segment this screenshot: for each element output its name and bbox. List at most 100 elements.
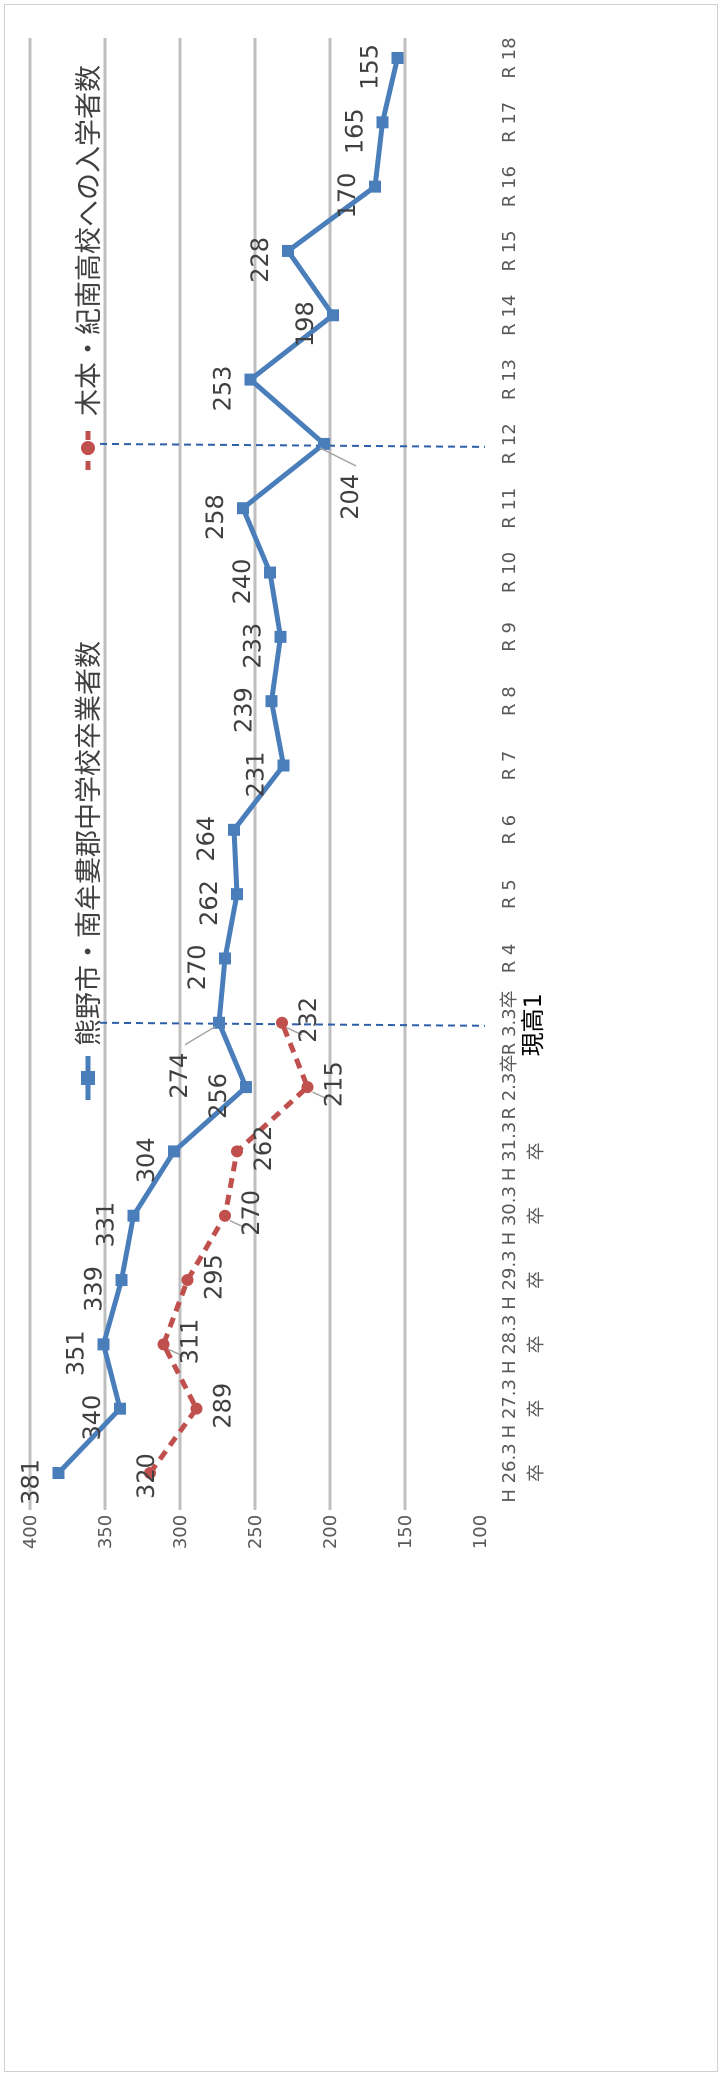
data-label-series-2: 320 <box>132 1453 160 1499</box>
x-tick-label-line: R 5 <box>499 879 520 909</box>
series-1-point <box>376 116 389 129</box>
x-tick-label: H 29.3 卒 <box>499 1250 547 1309</box>
x-tick-label-line: R 16 <box>499 166 520 207</box>
y-tick-label: 200 <box>320 1515 341 1549</box>
series-2-point <box>181 1274 194 1287</box>
series-1-point <box>369 180 381 193</box>
x-tick-label: R 14 <box>499 295 520 336</box>
x-tick-label: R 13 <box>499 359 520 400</box>
series-line-1 <box>56 57 400 1475</box>
x-tick-label-line: 卒 <box>526 1142 547 1160</box>
series-line-2 <box>147 1021 310 1475</box>
series-1-point <box>231 888 243 901</box>
data-label-series-1: 228 <box>246 237 274 283</box>
x-tick-label: H 31.3 卒 <box>499 1122 547 1181</box>
leader-line <box>168 1348 184 1358</box>
series-1-point <box>264 566 276 579</box>
x-tick-label: R 4 <box>499 944 520 974</box>
x-tick-label: R 18 <box>499 37 520 78</box>
data-label-series-1: 381 <box>17 1459 45 1505</box>
x-tick-label-line: R 11 <box>499 488 520 529</box>
data-label-series-1: 339 <box>80 1266 108 1312</box>
series-1-point <box>115 1274 128 1287</box>
x-tick-label-line: R 13 <box>499 359 520 400</box>
series-1-point <box>237 502 249 515</box>
x-tick-label: R 9 <box>499 622 520 652</box>
x-tick-label-line: H 28.3 <box>499 1315 520 1374</box>
x-tick-label-line: R 18 <box>499 37 520 78</box>
y-tick-label: 100 <box>470 1515 491 1549</box>
series-1-point <box>274 630 287 643</box>
x-tick-label: H 26.3 卒 <box>499 1443 547 1502</box>
data-label-series-1: 258 <box>201 494 229 540</box>
x-tick-label: R 17 <box>499 102 520 143</box>
legend: 熊野市・南牟婁郡中学校卒業者数 木本・紀南高校への入学者数 <box>74 65 105 1100</box>
series-2-point <box>276 1016 288 1029</box>
x-tick-label: R 12 <box>499 423 520 464</box>
data-label-series-1: 256 <box>204 1073 232 1119</box>
x-tick-label-line: R 14 <box>499 295 520 336</box>
series-1-point <box>327 309 339 322</box>
leader-line <box>319 447 357 467</box>
series-1-point <box>228 823 240 836</box>
series-1-point <box>318 437 330 450</box>
data-label-series-1: 233 <box>239 623 267 669</box>
x-tick-label-line: R 4 <box>499 944 520 974</box>
x-tick-label-line: 卒 <box>526 1207 547 1225</box>
series-2-point <box>219 1209 231 1222</box>
x-tick-label: R 5 <box>499 879 520 909</box>
vertical-marker-line <box>99 442 486 448</box>
x-tick-label: R 8 <box>499 686 520 716</box>
x-tick-label-line: 卒 <box>526 1335 547 1353</box>
x-tick-label-line: R 15 <box>499 230 520 271</box>
series-1-point <box>277 759 290 772</box>
data-label-series-1: 340 <box>78 1395 106 1441</box>
data-label-series-2: 232 <box>294 997 322 1043</box>
x-tick-label-line: R 9 <box>499 622 520 652</box>
x-tick-label-line: 卒 <box>526 1271 547 1289</box>
x-axis-ticks: H 26.3 卒H 27.3 卒H 28.3 卒H 29.3 卒H 30.3 卒H 31.… <box>499 37 547 1502</box>
x-tick-label: R 7 <box>499 751 520 781</box>
data-label-series-1: 331 <box>92 1202 120 1248</box>
series-1-point <box>52 1467 65 1479</box>
gridlines <box>28 38 407 1510</box>
data-label-series-2: 270 <box>237 1190 265 1236</box>
data-label-series-1: 262 <box>195 880 223 926</box>
x-tick-label: H 27.3 卒 <box>499 1379 547 1438</box>
data-label-series-2: 295 <box>200 1254 228 1300</box>
data-label-series-1: 165 <box>341 108 369 154</box>
y-tick-label: 250 <box>245 1515 266 1549</box>
data-label-series-2: 215 <box>320 1061 348 1107</box>
x-tick-label-line: H 26.3 <box>499 1443 520 1502</box>
vertical-marker-line <box>99 1021 486 1027</box>
x-tick-label: R 3.3卒 <box>499 990 520 1055</box>
leader-line <box>229 1220 246 1229</box>
series-2-point <box>190 1402 203 1415</box>
series-1-point <box>244 373 257 386</box>
series-1-point <box>265 695 278 708</box>
data-label-series-1: 239 <box>230 687 258 733</box>
x-tick-label: R 6 <box>499 815 520 845</box>
x-tick-label-line: H 27.3 <box>499 1379 520 1438</box>
leader-line <box>184 1026 216 1046</box>
data-label-series-1: 204 <box>336 474 364 520</box>
x-tick-label: H 30.3 卒 <box>499 1186 547 1245</box>
leader-line <box>286 1027 303 1036</box>
data-label-series-2: 262 <box>249 1126 277 1172</box>
data-label-series-1: 351 <box>62 1330 90 1376</box>
x-tick-label-line: R 12 <box>499 423 520 464</box>
series-2-point <box>157 1338 170 1351</box>
series-1-point <box>127 1209 140 1222</box>
series-1-point <box>213 1016 225 1029</box>
x-tick-label: R 10 <box>499 552 520 593</box>
x-tick-label-line: R 3.3卒 <box>499 990 520 1055</box>
legend-entry-1: 熊野市・南牟婁郡中学校卒業者数 <box>74 641 105 1046</box>
data-label-series-1: 170 <box>333 173 361 219</box>
annotation-text: 現高1 <box>519 993 547 1056</box>
x-tick-label-line: H 31.3 <box>499 1122 520 1181</box>
x-tick-label-line: R 17 <box>499 102 520 143</box>
x-tick-label-line: R 6 <box>499 815 520 845</box>
legend-swatch-marker-2 <box>81 441 95 455</box>
data-label-series-1: 231 <box>242 752 270 798</box>
